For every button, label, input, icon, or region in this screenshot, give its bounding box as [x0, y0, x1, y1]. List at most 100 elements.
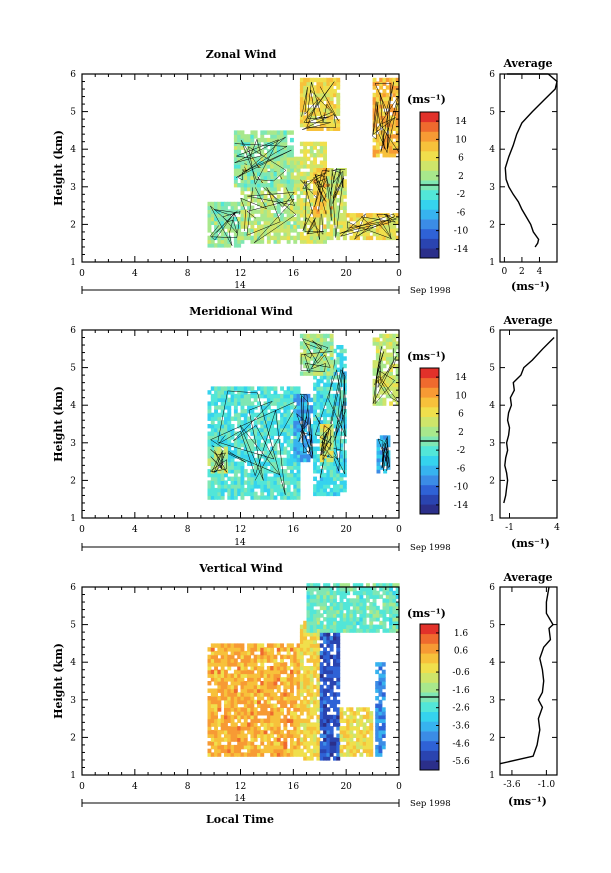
heatmap-cell [313, 647, 317, 652]
heatmap-cell [273, 741, 278, 746]
heatmap-cell [303, 435, 308, 440]
heatmap-cell [313, 382, 317, 387]
heatmap-cell [240, 235, 245, 241]
heatmap-cell [250, 405, 255, 410]
heatmap-cell [227, 401, 232, 406]
heatmap-cell [316, 681, 321, 686]
heatmap-cell [273, 386, 278, 391]
heatmap-cell [339, 461, 344, 466]
heatmap-cell [253, 469, 258, 474]
heatmap-cell [369, 613, 374, 618]
heatmap-cell [283, 156, 288, 162]
heatmap-cell [323, 337, 327, 342]
heatmap-cell [263, 658, 268, 663]
heatmap-cell [306, 363, 311, 369]
heatmap-cell [306, 711, 311, 716]
heatmap-cell [379, 363, 384, 369]
profile-y-tick-label: 4 [489, 658, 495, 668]
heatmap-cell [240, 231, 245, 237]
heatmap-cell [299, 183, 304, 188]
day-bar: 14 Sep 1998 [81, 281, 451, 296]
heatmap-cell [227, 718, 232, 723]
heatmap-cell [306, 632, 311, 637]
heatmap-cell [395, 624, 400, 629]
heatmap-cell [316, 650, 321, 656]
heatmap-cell [395, 100, 400, 105]
heatmap-cell [352, 587, 357, 592]
heatmap-cell [286, 386, 291, 391]
heatmap-cell [260, 235, 265, 241]
heatmap-cell [273, 677, 278, 682]
heatmap-cell [395, 628, 400, 633]
heatmap-cell [230, 209, 235, 214]
heatmap-cell [329, 435, 334, 440]
heatmap-cell [230, 390, 235, 395]
heatmap-cell [273, 744, 278, 750]
heatmap-cell [253, 673, 258, 678]
heatmap-cell [224, 390, 228, 395]
heatmap-cell [237, 741, 242, 746]
heatmap-cell [319, 186, 324, 192]
heatmap-cell [336, 409, 341, 414]
heatmap-cell [389, 609, 393, 614]
heatmap-cell [214, 224, 218, 229]
heatmap-cell [313, 209, 317, 214]
heatmap-cell [296, 457, 301, 463]
y-tick-label: 1 [70, 258, 76, 268]
y-tick-label: 4 [70, 658, 76, 668]
heatmap-cell [270, 484, 275, 489]
x-tick-label: 20 [340, 525, 352, 535]
heatmap-cell [253, 190, 258, 195]
heatmap-cell [336, 231, 341, 237]
heatmap-cell [319, 401, 324, 406]
heatmap-cell [280, 741, 284, 746]
heatmap-cell [339, 454, 344, 459]
heatmap-cell [392, 216, 397, 222]
heatmap-cell [270, 495, 275, 500]
heatmap-cell [273, 684, 278, 690]
heatmap-cell [276, 431, 281, 436]
heatmap-cell [214, 699, 218, 705]
heatmap-cell [319, 726, 324, 731]
heatmap-cell [316, 141, 321, 147]
profile-x-tick-label: 4 [554, 523, 560, 533]
heatmap-cell [210, 469, 215, 474]
heatmap-cell [381, 677, 386, 682]
heatmap-cell [253, 397, 258, 403]
heatmap-cell [230, 457, 235, 463]
heatmap-cell [250, 454, 255, 459]
heatmap-cell [375, 669, 380, 675]
heatmap-cell [293, 696, 298, 701]
heatmap-cell [316, 175, 321, 180]
heatmap-cell [227, 688, 232, 693]
heatmap-cell [333, 583, 337, 588]
heatmap-cell [240, 134, 245, 139]
heatmap-cell [326, 213, 331, 218]
heatmap-cell [290, 420, 294, 425]
heatmap-cell [395, 371, 400, 376]
heatmap-cell [392, 111, 397, 116]
heatmap-cell [250, 160, 255, 165]
heatmap-cell [329, 96, 334, 101]
heatmap-cell [247, 714, 251, 720]
heatmap-cell [389, 617, 393, 622]
heatmap-cell [210, 446, 215, 451]
heatmap-cell [253, 439, 258, 444]
heatmap-cell [309, 722, 314, 727]
heatmap-cell [329, 639, 334, 644]
heatmap-cell [214, 476, 218, 481]
heatmap-cell [273, 748, 278, 754]
heatmap-cell [313, 96, 317, 101]
heatmap-cell [233, 480, 238, 485]
heatmap-cell [306, 393, 311, 399]
heatmap-cell [263, 711, 268, 716]
heatmap-cell [280, 457, 284, 463]
heatmap-cell [326, 85, 331, 90]
heatmap-cell [326, 345, 331, 350]
heatmap-cell [299, 171, 304, 177]
heatmap-cell [247, 160, 251, 165]
heatmap-cell [326, 662, 331, 667]
heatmap-cell [309, 149, 314, 154]
heatmap-cell [230, 216, 235, 222]
heatmap-cell [276, 164, 281, 169]
